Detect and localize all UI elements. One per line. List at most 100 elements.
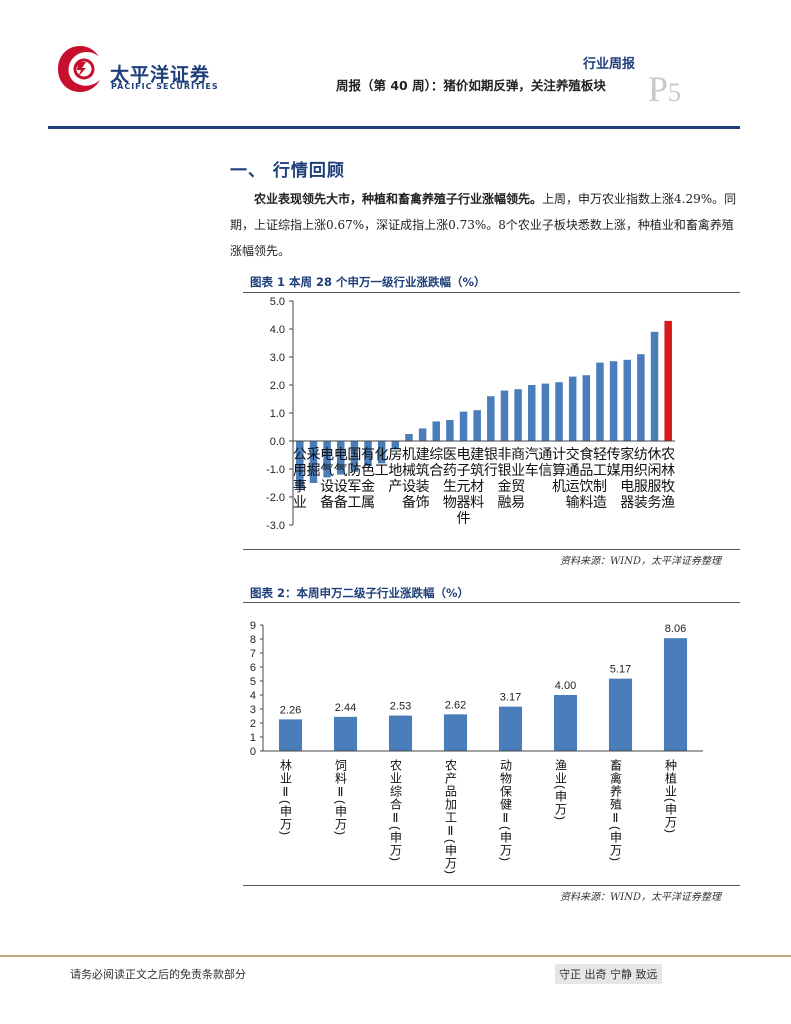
chart1-category-label: 传: [607, 446, 621, 462]
figure1-title: 图表 1 本周 28 个申万一级行业涨跌幅（%）: [250, 275, 486, 289]
chart2-bar: [333, 716, 358, 751]
chart1-bar: [432, 421, 441, 441]
chart1-category-label: 织: [634, 462, 648, 478]
chart2-bar: [498, 706, 523, 751]
chart1-category-label: 通: [566, 462, 580, 478]
chart1-category-label: 机: [552, 478, 566, 494]
chart1-category-label: 事: [293, 478, 307, 494]
chart1-category-label: 闲: [648, 462, 662, 478]
chart1-category-label: 饮: [579, 478, 593, 494]
report-title: 周报（第 40 周）：猪价如期反弹，关注养殖板块: [336, 78, 606, 93]
chart1-category-label: 电: [320, 446, 334, 462]
figure2-bottom-rule: [243, 885, 740, 886]
chart1-category-label: 国: [347, 446, 361, 462]
chart1-category-label: 筑: [416, 462, 430, 478]
chart1-category-label: 生: [443, 478, 457, 494]
chart1-category-label: 贸: [511, 478, 525, 494]
chart2-data-label: 3.17: [500, 692, 521, 704]
chart1-category-label: 药: [443, 462, 457, 478]
chart1-category-label: 银: [484, 446, 498, 462]
chart1-bar: [514, 389, 522, 441]
footer-rule: [0, 955, 791, 957]
chart1-bar: [650, 331, 659, 441]
chart1-category-label: 汽: [525, 446, 539, 462]
chart1-category-label: 气: [320, 462, 334, 478]
header-rule: [48, 126, 740, 129]
chart1-category-label: 纺: [634, 446, 648, 462]
chart1-category-label: 建: [470, 446, 484, 462]
chart1-category-label: 休: [648, 446, 662, 462]
chart1-bar: [596, 362, 604, 441]
chart2-y-tick-label: 7: [250, 648, 256, 660]
chart2-category-label: 林业Ⅱ(申万): [279, 759, 293, 836]
chart1-category-label: 件: [457, 510, 471, 526]
chart2-y-tick-label: 5: [250, 676, 256, 688]
chart1-category-label: 牧: [661, 478, 675, 494]
chart1-y-tick-label: -1.0: [266, 464, 285, 476]
chart1-bar: [623, 359, 632, 441]
figure2-source: 资料来源：WIND，太平洋证券整理: [560, 892, 721, 903]
figure2-title: 图表 2：本周申万二级子行业涨跌幅（%）: [250, 586, 470, 600]
chart1-category-label: 备: [334, 494, 348, 510]
chart1-category-label: 商: [511, 446, 525, 462]
chart1-category-label: 轻: [593, 446, 607, 462]
chart2-category-label: 动物保健Ⅱ(申万): [499, 759, 513, 862]
chart2-category-label: 畜禽养殖Ⅱ(申万): [609, 758, 623, 862]
chart1-y-tick-label: -3.0: [266, 520, 285, 532]
chart1-bar: [391, 441, 400, 450]
chart1-category-label: 房: [388, 446, 402, 462]
chart1-y-tick-label: 0.0: [270, 436, 285, 448]
chart1-category-label: 机: [402, 446, 416, 462]
chart1-category-label: 车: [525, 462, 539, 478]
chart1-category-label: 品: [579, 462, 593, 478]
chart1-bar: [418, 428, 427, 441]
chart1-category-label: 信: [538, 462, 552, 478]
chart1-category-label: 电: [620, 478, 634, 494]
chart1-category-label: 建: [416, 446, 430, 462]
chart1-y-tick-label: 2.0: [270, 380, 285, 392]
chart1-bar: [568, 376, 577, 441]
chart1-category-label: 造: [593, 494, 607, 510]
chart1-category-label: 食: [579, 446, 593, 462]
chart1-category-label: 物: [443, 494, 457, 510]
chart2-y-tick-label: 2: [250, 718, 256, 730]
chart2-data-label: 2.53: [390, 701, 411, 713]
chart2-bar: [608, 678, 633, 751]
chart2-data-label: 4.00: [555, 680, 576, 692]
chart1-category-label: 色: [361, 462, 375, 478]
intro-paragraph: 农业表现领先大市，种植和畜禽养殖子行业涨幅领先。上周，申万农业指数上涨4.29%…: [230, 186, 738, 264]
chart1-bar: [364, 441, 372, 467]
chart1-category-label: 料: [579, 494, 593, 510]
chart1-y-tick-label: 1.0: [270, 408, 285, 420]
chart1-category-label: 设: [334, 478, 348, 494]
chart1-category-label: 输: [566, 494, 580, 510]
chart1-category-label: 防: [347, 462, 361, 478]
section-title: 一、 行情回顾: [230, 161, 345, 181]
chart1-y-tick-label: 4.0: [270, 324, 285, 336]
chart1-category-label: 器: [620, 494, 634, 510]
chart2-data-label: 5.17: [610, 664, 631, 676]
chart1-bar: [541, 383, 550, 441]
chart1-bar: [555, 382, 563, 441]
chart1-category-label: 计: [552, 446, 566, 462]
chart1-category-label: 运: [566, 478, 580, 494]
chart1-category-label: 地: [388, 462, 402, 478]
chart2-bar: [553, 695, 578, 751]
chart1-y-tick-label: -2.0: [266, 492, 285, 504]
chart1-category-label: 设: [402, 478, 416, 494]
chart1-bar: [405, 434, 413, 441]
chart1-category-label: 家: [620, 446, 634, 462]
chart1-category-label: 化: [375, 446, 389, 462]
chart1-category-label: 属: [361, 494, 375, 510]
chart2-y-tick-label: 3: [250, 704, 256, 716]
chart1-category-label: 气: [334, 462, 348, 478]
chart1-category-label: 设: [320, 478, 334, 494]
chart1-category-label: 装: [416, 478, 430, 494]
chart1-category-label: 服: [648, 478, 662, 494]
chart2-data-label: 2.44: [335, 702, 356, 714]
chart1-category-label: 器: [457, 494, 471, 510]
chart1-category-label: 有: [361, 446, 375, 462]
logo-en-text: PACIFIC SECURITIES: [111, 82, 219, 91]
chart2-y-tick-label: 0: [250, 746, 256, 758]
chart1-category-label: 银: [497, 462, 511, 478]
